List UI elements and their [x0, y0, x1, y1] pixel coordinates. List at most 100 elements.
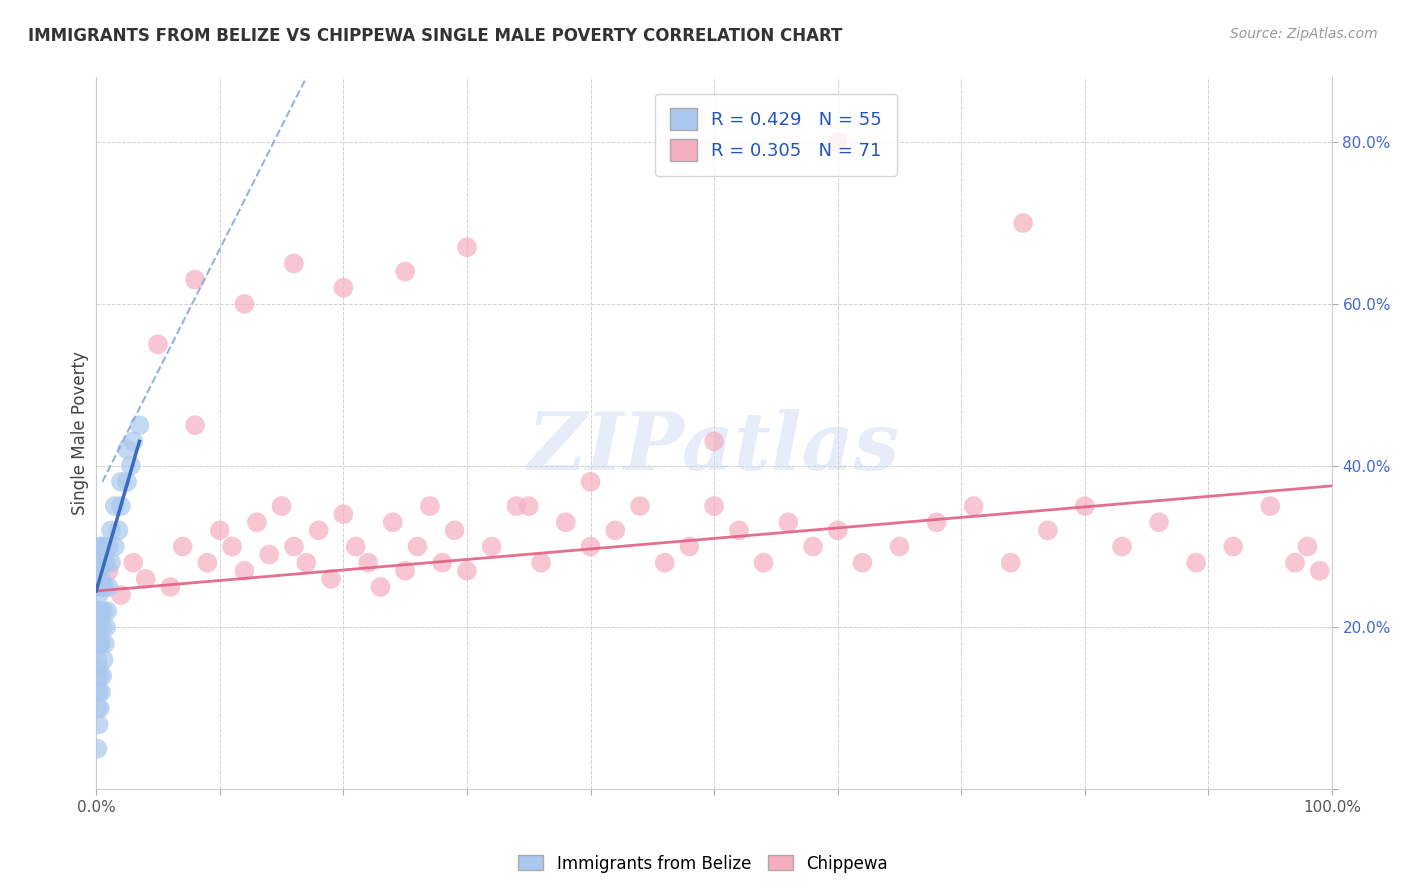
Point: [344, 540, 367, 554]
Point: [233, 297, 256, 311]
Point: [90, 604, 112, 618]
Point: [1012, 216, 1035, 230]
Point: [295, 556, 318, 570]
Point: [86, 685, 108, 699]
Point: [89, 556, 111, 570]
Point: [257, 548, 280, 562]
Point: [135, 572, 157, 586]
Point: [246, 515, 269, 529]
Point: [432, 556, 454, 570]
Point: [654, 556, 676, 570]
Point: [727, 524, 749, 538]
Point: [115, 475, 138, 489]
Point: [1222, 540, 1244, 554]
Point: [87, 636, 110, 650]
Point: [778, 515, 800, 529]
Point: [579, 475, 602, 489]
Point: [89, 669, 111, 683]
Text: ZIPatlas: ZIPatlas: [529, 409, 900, 486]
Point: [889, 540, 911, 554]
Point: [357, 556, 380, 570]
Point: [128, 418, 150, 433]
Point: [110, 475, 132, 489]
Point: [678, 540, 700, 554]
Point: [554, 515, 576, 529]
Point: [184, 418, 207, 433]
Point: [97, 580, 120, 594]
Point: [925, 515, 948, 529]
Point: [370, 580, 392, 594]
Point: [752, 556, 775, 570]
Point: [1074, 499, 1097, 513]
Point: [394, 264, 416, 278]
Point: [93, 556, 115, 570]
Point: [120, 458, 142, 473]
Point: [91, 669, 114, 683]
Point: [86, 604, 108, 618]
Point: [110, 588, 132, 602]
Point: [703, 499, 725, 513]
Point: [94, 556, 117, 570]
Point: [827, 524, 849, 538]
Point: [90, 636, 112, 650]
Point: [96, 604, 118, 618]
Point: [86, 741, 108, 756]
Point: [172, 540, 194, 554]
Point: [87, 620, 110, 634]
Point: [122, 434, 145, 449]
Point: [86, 653, 108, 667]
Text: IMMIGRANTS FROM BELIZE VS CHIPPEWA SINGLE MALE POVERTY CORRELATION CHART: IMMIGRANTS FROM BELIZE VS CHIPPEWA SINGL…: [28, 27, 842, 45]
Point: [332, 281, 354, 295]
Point: [90, 685, 112, 699]
Point: [91, 540, 114, 554]
Point: [963, 499, 986, 513]
Point: [89, 580, 111, 594]
Point: [1147, 515, 1170, 529]
Point: [86, 620, 108, 634]
Point: [100, 524, 122, 538]
Point: [283, 540, 305, 554]
Point: [703, 434, 725, 449]
Point: [456, 240, 478, 254]
Point: [89, 636, 111, 650]
Point: [530, 556, 553, 570]
Point: [456, 564, 478, 578]
Point: [87, 661, 110, 675]
Point: [115, 442, 138, 457]
Point: [1036, 524, 1059, 538]
Point: [86, 701, 108, 715]
Point: [1309, 564, 1331, 578]
Point: [481, 540, 503, 554]
Point: [93, 604, 115, 618]
Point: [443, 524, 465, 538]
Point: [1296, 540, 1319, 554]
Point: [419, 499, 441, 513]
Point: [628, 499, 651, 513]
Point: [89, 604, 111, 618]
Point: [851, 556, 873, 570]
Point: [93, 653, 115, 667]
Point: [91, 580, 114, 594]
Point: [87, 588, 110, 602]
Point: [94, 580, 117, 594]
Point: [1284, 556, 1306, 570]
Point: [87, 572, 110, 586]
Point: [394, 564, 416, 578]
Point: [517, 499, 540, 513]
Point: [146, 337, 169, 351]
Point: [97, 564, 120, 578]
Point: [1185, 556, 1208, 570]
Point: [97, 540, 120, 554]
Point: [1258, 499, 1281, 513]
Point: [332, 507, 354, 521]
Point: [87, 556, 110, 570]
Point: [104, 540, 127, 554]
Point: [94, 620, 117, 634]
Text: Source: ZipAtlas.com: Source: ZipAtlas.com: [1230, 27, 1378, 41]
Point: [159, 580, 181, 594]
Legend: R = 0.429   N = 55, R = 0.305   N = 71: R = 0.429 N = 55, R = 0.305 N = 71: [655, 94, 897, 176]
Point: [100, 556, 122, 570]
Point: [87, 604, 110, 618]
Point: [89, 701, 111, 715]
Point: [87, 717, 110, 731]
